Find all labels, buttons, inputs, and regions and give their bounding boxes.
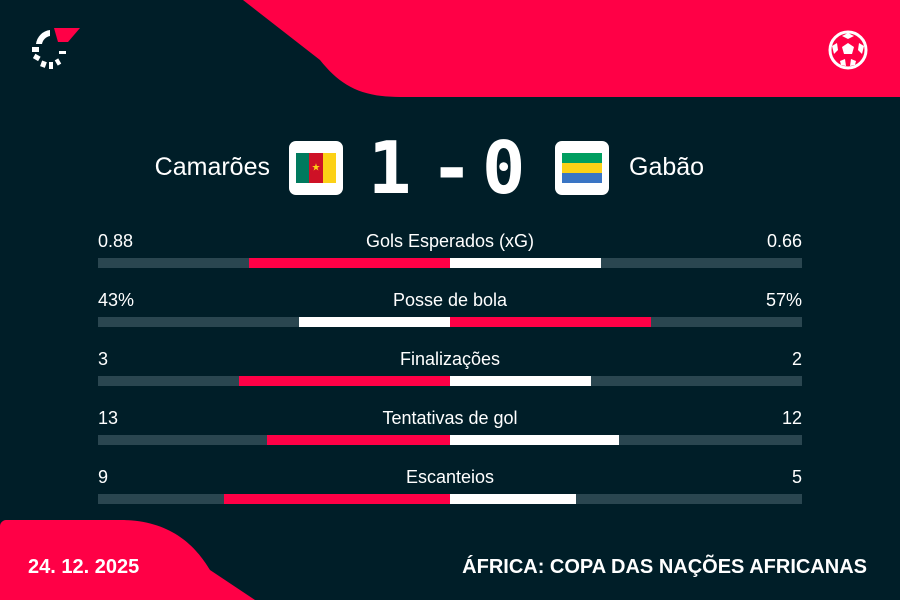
home-stat-bar bbox=[266, 435, 450, 445]
flag-stripe bbox=[322, 153, 336, 183]
football-icon bbox=[828, 30, 868, 70]
stat-label: Gols Esperados (xG) bbox=[365, 231, 535, 251]
flag-stripe: ★ bbox=[309, 153, 323, 183]
stat-label: Posse de bola bbox=[392, 290, 508, 310]
home-stat-value: 0.88 bbox=[98, 231, 134, 251]
home-stat-bar bbox=[238, 376, 450, 386]
home-stat-value: 3 bbox=[98, 349, 109, 369]
away-stat-bar bbox=[450, 376, 591, 386]
away-stat-value: 5 bbox=[791, 467, 802, 487]
away-stat-value: 2 bbox=[791, 349, 802, 369]
stat-row: 3 Finalizações 2 bbox=[98, 348, 802, 388]
stat-bar-track bbox=[98, 376, 802, 386]
flag-stripe bbox=[562, 173, 602, 183]
stat-row: 9 Escanteios 5 bbox=[98, 466, 802, 506]
home-stat-value: 9 bbox=[98, 467, 109, 487]
footer-accent-shape bbox=[0, 520, 255, 600]
flag-stripe bbox=[296, 153, 310, 183]
flashscore-logo-icon bbox=[32, 28, 80, 69]
away-stat-bar bbox=[450, 258, 601, 268]
away-stat-bar bbox=[450, 317, 651, 327]
away-stat-value: 57% bbox=[765, 290, 802, 310]
away-stat-bar bbox=[450, 494, 576, 504]
away-team-flag bbox=[555, 141, 609, 195]
stat-label: Escanteios bbox=[405, 467, 495, 487]
stat-row: 0.88 Gols Esperados (xG) 0.66 bbox=[98, 230, 802, 270]
away-stat-value: 0.66 bbox=[766, 231, 802, 251]
home-stat-bar bbox=[248, 258, 450, 268]
stat-row: 43% Posse de bola 57% bbox=[98, 289, 802, 329]
stat-label: Tentativas de gol bbox=[382, 408, 518, 428]
header-accent-shape bbox=[243, 0, 900, 97]
home-stat-bar bbox=[223, 494, 450, 504]
away-score: 0 bbox=[482, 126, 526, 210]
home-score: 1 bbox=[368, 126, 412, 210]
stat-bar-track bbox=[98, 258, 802, 268]
star-icon: ★ bbox=[311, 162, 321, 174]
flag-stripe bbox=[562, 163, 602, 173]
stat-bar-track bbox=[98, 435, 802, 445]
stat-row: 13 Tentativas de gol 12 bbox=[98, 407, 802, 447]
home-team-flag: ★ bbox=[289, 141, 343, 195]
flag-stripe bbox=[562, 153, 602, 163]
home-stat-value: 43% bbox=[98, 290, 135, 310]
score-separator: - bbox=[430, 126, 474, 210]
away-stat-bar bbox=[450, 435, 619, 445]
home-stat-bar bbox=[298, 317, 450, 327]
away-team-name: Gabão bbox=[629, 153, 705, 181]
stat-label: Finalizações bbox=[399, 349, 501, 369]
away-stat-value: 12 bbox=[781, 408, 802, 428]
stat-bar-track bbox=[98, 494, 802, 504]
competition-name: ÁFRICA: COPA DAS NAÇÕES AFRICANAS bbox=[462, 556, 867, 578]
stat-bar-track bbox=[98, 317, 802, 327]
home-stat-value: 13 bbox=[98, 408, 119, 428]
match-date: 24. 12. 2025 bbox=[28, 556, 140, 578]
home-team-name: Camarões bbox=[154, 153, 270, 181]
